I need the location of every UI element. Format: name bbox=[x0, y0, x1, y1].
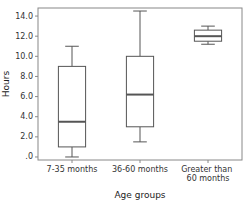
box bbox=[58, 66, 85, 147]
boxes bbox=[58, 11, 221, 157]
y-tick bbox=[35, 36, 38, 37]
x-axis-label: Age groups bbox=[114, 190, 165, 200]
x-tick-label: 36-60 months bbox=[112, 165, 168, 174]
y-tick-label: 10.0 bbox=[15, 52, 33, 61]
y-axis-label: Hours bbox=[1, 71, 11, 98]
x-tick bbox=[140, 160, 141, 163]
y-tick bbox=[35, 96, 38, 97]
y-tick bbox=[35, 16, 38, 17]
x-tick-label: Greater than 60 months bbox=[181, 165, 235, 183]
lower-whisker bbox=[72, 147, 73, 157]
lower-whisker bbox=[140, 127, 141, 142]
y-tick bbox=[35, 156, 38, 157]
x-tick-label: 7-35 months bbox=[47, 165, 98, 174]
lower-cap bbox=[65, 156, 79, 157]
y-tick-label: 4.0 bbox=[20, 112, 33, 121]
upper-cap bbox=[133, 11, 147, 12]
y-tick-label: 14.0 bbox=[15, 12, 33, 21]
y-tick bbox=[35, 116, 38, 117]
upper-whisker bbox=[208, 26, 209, 30]
chart: .0 2.0 4.0 6.0 8.0 10.0 12.0 14.0 7-35 months 36-… bbox=[0, 0, 250, 202]
y-tick-label: 2.0 bbox=[20, 132, 33, 141]
box bbox=[194, 30, 221, 41]
median bbox=[194, 35, 221, 37]
upper-whisker bbox=[140, 11, 141, 56]
upper-whisker bbox=[72, 46, 73, 66]
y-tick bbox=[35, 76, 38, 77]
box bbox=[126, 56, 153, 126]
upper-cap bbox=[65, 46, 79, 47]
lower-cap bbox=[201, 44, 215, 45]
plot-frame bbox=[38, 8, 242, 160]
median bbox=[58, 121, 85, 123]
y-tick-label: 6.0 bbox=[20, 92, 33, 101]
y-tick bbox=[35, 136, 38, 137]
y-tick-label: .0 bbox=[25, 152, 33, 161]
y-tick-label: 12.0 bbox=[15, 32, 33, 41]
y-tick-label: 8.0 bbox=[20, 72, 33, 81]
y-tick bbox=[35, 56, 38, 57]
x-tick bbox=[208, 160, 209, 163]
upper-cap bbox=[201, 26, 215, 27]
median bbox=[126, 94, 153, 96]
lower-cap bbox=[133, 141, 147, 142]
x-tick bbox=[72, 160, 73, 163]
